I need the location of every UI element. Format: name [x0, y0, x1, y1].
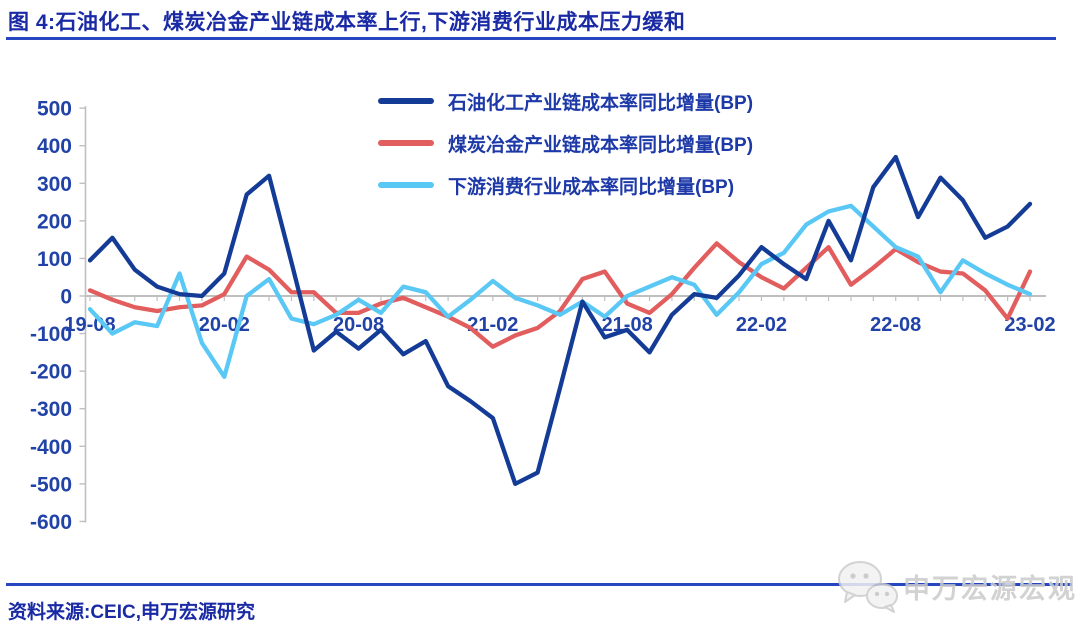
svg-text:500: 500 — [37, 98, 72, 121]
svg-text:21-08: 21-08 — [602, 314, 653, 336]
data-source-note: 资料来源:CEIC,申万宏源研究 — [8, 602, 256, 623]
svg-text:400: 400 — [37, 135, 72, 158]
svg-text:-300: -300 — [30, 398, 72, 421]
svg-text:-400: -400 — [30, 436, 72, 459]
svg-text:200: 200 — [37, 210, 72, 233]
footer-rule — [6, 583, 1072, 586]
legend-swatch-downstream-consumer — [378, 182, 434, 188]
svg-text:22-02: 22-02 — [736, 314, 787, 336]
svg-text:-500: -500 — [30, 473, 72, 496]
brand-watermark: 申万宏源宏观 — [833, 554, 1077, 618]
svg-text:-200: -200 — [30, 361, 72, 384]
wechat-icon — [838, 561, 898, 613]
chart-legend: 石油化工产业链成本率同比增量(BP) 煤炭冶金产业链成本率同比增量(BP) 下游… — [378, 80, 753, 206]
svg-text:19-08: 19-08 — [64, 314, 115, 336]
svg-text:21-02: 21-02 — [467, 314, 518, 336]
svg-text:0: 0 — [60, 286, 72, 309]
legend-swatch-petrochemical — [378, 98, 434, 104]
svg-text:300: 300 — [37, 173, 72, 196]
legend-item-coal-metallurgy: 煤炭冶金产业链成本率同比增量(BP) — [378, 122, 753, 164]
title-underline — [6, 37, 1056, 40]
legend-item-petrochemical: 石油化工产业链成本率同比增量(BP) — [378, 80, 753, 122]
svg-text:-600: -600 — [30, 511, 72, 534]
svg-text:23-02: 23-02 — [1004, 314, 1055, 336]
svg-text:-100: -100 — [30, 323, 72, 346]
legend-label-downstream-consumer: 下游消费行业成本率同比增量(BP) — [448, 176, 735, 198]
legend-label-coal-metallurgy: 煤炭冶金产业链成本率同比增量(BP) — [448, 134, 754, 156]
legend-swatch-coal-metallurgy — [378, 140, 434, 146]
legend-item-downstream-consumer: 下游消费行业成本率同比增量(BP) — [378, 164, 753, 206]
legend-label-petrochemical: 石油化工产业链成本率同比增量(BP) — [448, 92, 754, 114]
svg-text:100: 100 — [37, 248, 72, 271]
figure-title: 图 4:石油化工、煤炭冶金产业链成本率上行,下游消费行业成本压力缓和 — [8, 11, 686, 34]
svg-text:20-08: 20-08 — [333, 314, 384, 336]
svg-text:22-08: 22-08 — [870, 314, 921, 336]
watermark-label: 申万宏源宏观 — [903, 573, 1077, 604]
